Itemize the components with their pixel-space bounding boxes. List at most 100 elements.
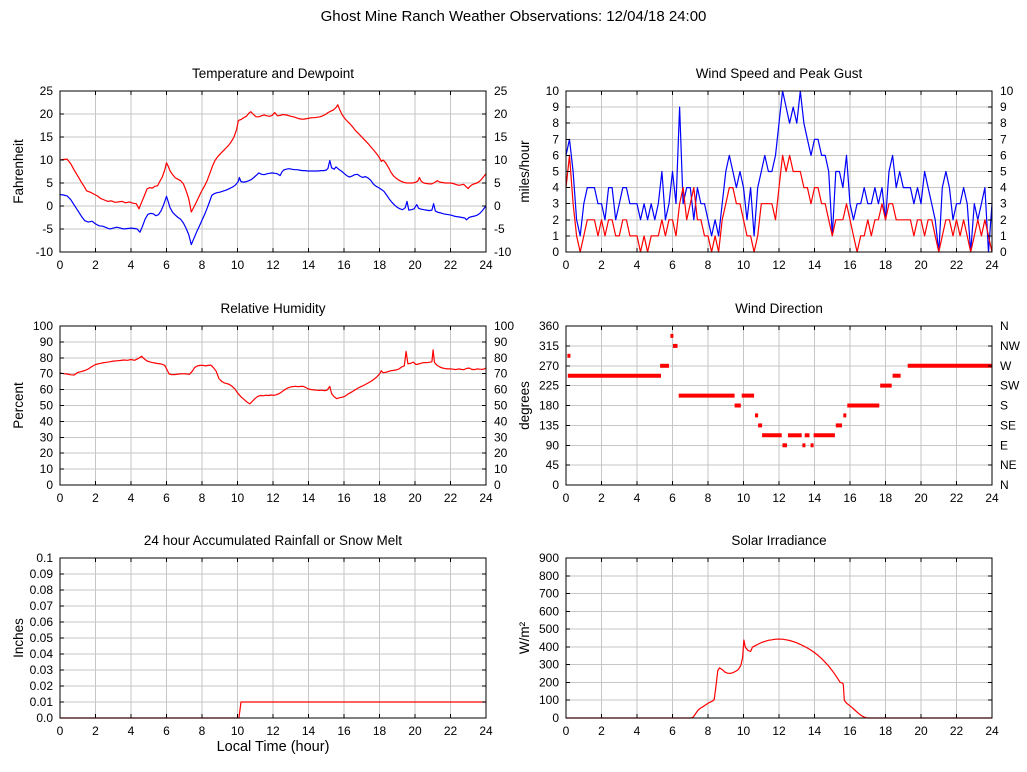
y-tick-labels-left: -10 -5 0 5 10 15 20 25	[36, 84, 54, 259]
svg-text:0: 0	[563, 258, 570, 272]
svg-text:12: 12	[772, 724, 786, 738]
svg-text:10: 10	[40, 462, 54, 476]
grid-lines	[566, 326, 992, 485]
svg-text:14: 14	[302, 258, 316, 272]
svg-text:8: 8	[199, 724, 206, 738]
svg-text:0.06: 0.06	[30, 615, 54, 629]
svg-text:-10: -10	[36, 245, 54, 259]
y-axis-label: miles/hour	[517, 140, 532, 203]
svg-text:W: W	[1000, 359, 1012, 373]
svg-text:4: 4	[128, 724, 135, 738]
svg-text:900: 900	[539, 551, 559, 565]
svg-text:0.02: 0.02	[30, 679, 54, 693]
svg-text:200: 200	[539, 675, 559, 689]
svg-text:22: 22	[444, 491, 458, 505]
svg-text:14: 14	[302, 491, 316, 505]
svg-text:22: 22	[444, 258, 458, 272]
svg-text:4: 4	[128, 491, 135, 505]
svg-text:0.07: 0.07	[30, 599, 54, 613]
svg-text:20: 20	[914, 491, 928, 505]
svg-text:22: 22	[444, 724, 458, 738]
svg-text:14: 14	[808, 724, 822, 738]
y-tick-labels-left: 0 1 2 3 4 5 6 7 8 9 10	[546, 84, 560, 259]
svg-text:14: 14	[808, 491, 822, 505]
svg-text:2: 2	[598, 491, 605, 505]
svg-text:-5: -5	[494, 222, 505, 236]
svg-text:N: N	[1000, 478, 1009, 492]
svg-text:24: 24	[985, 491, 999, 505]
grid-lines	[60, 558, 486, 718]
svg-text:20: 20	[914, 258, 928, 272]
svg-text:24: 24	[479, 491, 493, 505]
svg-text:500: 500	[539, 622, 559, 636]
svg-text:20: 20	[408, 491, 422, 505]
svg-text:10: 10	[737, 491, 751, 505]
x-tick-labels: 0 2 4 6 8 10 12 14 16 18 20 22 24	[563, 491, 999, 505]
svg-text:16: 16	[843, 258, 857, 272]
svg-text:30: 30	[494, 430, 508, 444]
svg-text:24: 24	[479, 258, 493, 272]
svg-text:10: 10	[1000, 84, 1014, 98]
svg-text:16: 16	[337, 491, 351, 505]
svg-text:180: 180	[539, 399, 559, 413]
svg-text:100: 100	[494, 319, 514, 333]
series-dewpoint-line	[59, 159, 487, 246]
series-peak-gust-line	[565, 90, 993, 253]
svg-text:6: 6	[163, 724, 170, 738]
svg-text:60: 60	[494, 383, 508, 397]
svg-text:45: 45	[546, 458, 560, 472]
svg-text:18: 18	[373, 724, 387, 738]
svg-text:12: 12	[772, 491, 786, 505]
svg-text:8: 8	[705, 491, 712, 505]
svg-text:10: 10	[494, 153, 508, 167]
svg-text:40: 40	[494, 414, 508, 428]
svg-text:8: 8	[1000, 116, 1007, 130]
x-tick-labels: 0 2 4 6 8 10 12 14 16 18 20 22 24	[57, 491, 493, 505]
svg-text:10: 10	[40, 153, 54, 167]
svg-text:20: 20	[494, 446, 508, 460]
x-tick-labels: 0 2 4 6 8 10 12 14 16 18 20 22 24	[563, 724, 999, 738]
svg-text:16: 16	[843, 724, 857, 738]
svg-text:2: 2	[1000, 213, 1007, 227]
svg-text:0.04: 0.04	[30, 647, 54, 661]
svg-text:0: 0	[46, 478, 53, 492]
x-axis-label: Local Time (hour)	[217, 739, 330, 755]
svg-text:12: 12	[772, 258, 786, 272]
svg-text:4: 4	[1000, 181, 1007, 195]
svg-text:2: 2	[598, 258, 605, 272]
svg-text:2: 2	[598, 724, 605, 738]
svg-text:6: 6	[163, 258, 170, 272]
chart-solar-irradiance: 0 2 4 6 8 10 12 14 16 18 20 22 240100200300400500600…	[517, 533, 999, 738]
svg-text:18: 18	[879, 258, 893, 272]
svg-text:6: 6	[163, 491, 170, 505]
svg-text:5: 5	[46, 176, 53, 190]
svg-text:100: 100	[539, 693, 559, 707]
svg-text:9: 9	[1000, 100, 1007, 114]
svg-text:8: 8	[705, 724, 712, 738]
svg-text:0: 0	[57, 491, 64, 505]
svg-text:0: 0	[563, 724, 570, 738]
svg-text:5: 5	[1000, 165, 1007, 179]
svg-text:360: 360	[539, 319, 559, 333]
grid-lines	[566, 558, 992, 718]
svg-text:0.03: 0.03	[30, 663, 54, 677]
y-axis-label: Inches	[11, 618, 26, 658]
svg-text:0.09: 0.09	[30, 567, 54, 581]
svg-text:10: 10	[231, 724, 245, 738]
svg-text:40: 40	[40, 414, 54, 428]
y-tick-labels-left: 0 100 200 300 400 500 600 700 800 900	[539, 551, 559, 725]
svg-text:10: 10	[737, 258, 751, 272]
series-solar-line	[566, 638, 992, 719]
svg-text:18: 18	[373, 491, 387, 505]
svg-text:50: 50	[494, 399, 508, 413]
svg-text:30: 30	[40, 430, 54, 444]
chart-title: Wind Speed and Peak Gust	[696, 66, 863, 81]
svg-text:6: 6	[669, 491, 676, 505]
